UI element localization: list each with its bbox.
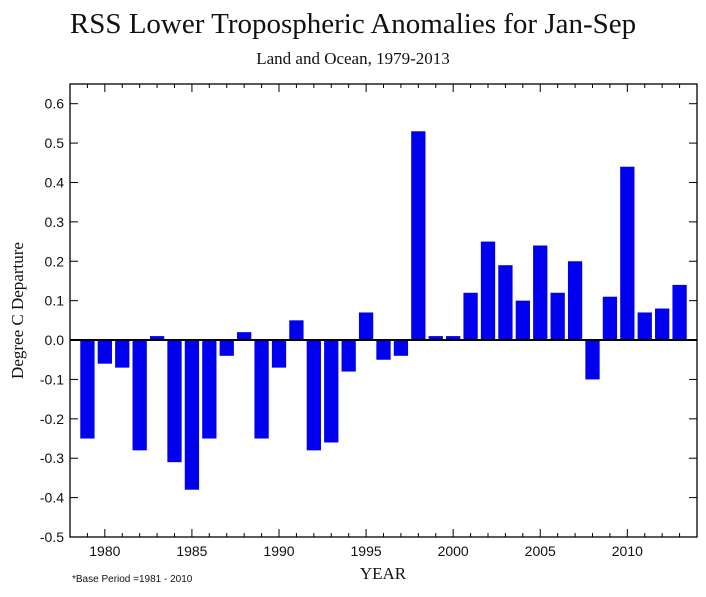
bar-1980 <box>97 340 112 364</box>
x-axis-label: YEAR <box>360 564 407 583</box>
ticks-group: -0.5 -0.4 -0.3 -0.2 -0.1 0.0 0.1 0.2 0.3 0.4 0.5 0.… <box>40 84 698 559</box>
bar-2008 <box>585 340 600 380</box>
bar-1995 <box>358 312 374 341</box>
bar-1988 <box>237 332 252 341</box>
bar-1994 <box>341 340 356 372</box>
y-tick-label: 0.2 <box>45 253 65 269</box>
bar-1989 <box>254 340 269 439</box>
bar-2012 <box>655 308 670 341</box>
bar-2000 <box>446 336 461 341</box>
y-tick-label: -0.3 <box>40 450 64 466</box>
bar-2011 <box>637 312 652 341</box>
base-period-note: *Base Period =1981 - 2010 <box>72 574 193 585</box>
bar-1999 <box>428 336 443 341</box>
bar-1982 <box>132 340 147 451</box>
bar-2005 <box>533 245 548 341</box>
y-tick-label: -0.1 <box>40 371 64 387</box>
bar-2002 <box>480 241 496 341</box>
y-tick-label: 0.3 <box>45 214 65 230</box>
bar-2010 <box>620 166 635 341</box>
x-tick-label: 1985 <box>176 543 207 559</box>
x-tick-label: 1995 <box>351 543 382 559</box>
bar-2006 <box>550 292 565 341</box>
chart-subtitle: Land and Ocean, 1979-2013 <box>256 49 450 68</box>
bar-2003 <box>498 265 513 341</box>
x-tick-label: 2010 <box>612 543 643 559</box>
y-tick-label: 0.4 <box>45 174 65 190</box>
y-axis-label: Degree C Departure <box>8 242 27 379</box>
bar-1993 <box>324 340 339 443</box>
bar-1979 <box>80 340 95 439</box>
x-tick-label: 2005 <box>525 543 556 559</box>
bar-2013 <box>672 284 687 341</box>
bar-1992 <box>306 340 321 451</box>
y-tick-label: -0.2 <box>40 411 64 427</box>
chart-title: RSS Lower Tropospheric Anomalies for Jan… <box>69 8 637 40</box>
bars-group <box>80 131 687 490</box>
x-tick-label: 2000 <box>438 543 469 559</box>
bar-1985 <box>184 340 200 490</box>
bar-1991 <box>289 320 304 341</box>
bar-2004 <box>515 300 530 341</box>
bar-1998 <box>411 131 426 341</box>
y-tick-label: 0.0 <box>45 332 65 348</box>
y-tick-label: -0.4 <box>40 490 64 506</box>
bar-1984 <box>167 340 182 463</box>
bar-1987 <box>219 340 234 356</box>
y-tick-label: 0.5 <box>45 135 65 151</box>
bar-1981 <box>115 340 130 368</box>
bar-2009 <box>602 296 618 341</box>
bar-2007 <box>567 261 583 341</box>
bar-1997 <box>393 340 409 356</box>
bar-1990 <box>271 340 287 368</box>
y-tick-label: 0.6 <box>45 96 65 112</box>
y-tick-label: 0.1 <box>45 293 65 309</box>
bar-1983 <box>149 336 165 341</box>
bar-1996 <box>376 340 391 360</box>
y-tick-label: -0.5 <box>40 529 64 545</box>
x-tick-label: 1990 <box>263 543 294 559</box>
bar-2001 <box>463 292 478 341</box>
x-tick-label: 1980 <box>89 543 120 559</box>
bar-1986 <box>202 340 217 439</box>
